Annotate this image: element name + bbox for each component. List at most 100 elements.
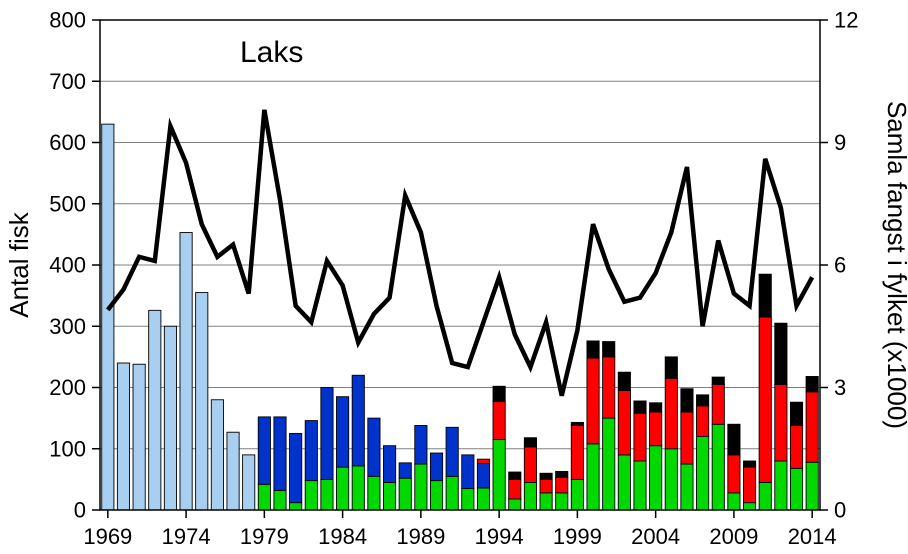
y-right-tick-label: 3: [834, 375, 846, 400]
bar: [681, 464, 693, 510]
bar: [790, 425, 802, 468]
bar: [665, 449, 677, 510]
bar: [697, 437, 709, 511]
y-left-axis-label: Antal fisk: [4, 211, 34, 317]
bar: [603, 357, 615, 418]
bar: [368, 418, 380, 476]
bar: [102, 124, 114, 510]
bar: [477, 459, 489, 463]
y-right-tick-label: 0: [834, 498, 846, 523]
bar: [806, 376, 818, 391]
bar: [728, 493, 740, 510]
bar: [509, 499, 521, 510]
bar: [337, 467, 349, 510]
bar: [618, 455, 630, 510]
bar: [290, 503, 302, 510]
y-right-tick-label: 9: [834, 130, 846, 155]
bar: [509, 479, 521, 499]
x-tick-label: 2004: [631, 524, 680, 549]
bar: [571, 422, 583, 425]
bar: [493, 440, 505, 510]
bar: [274, 490, 286, 510]
bar: [383, 482, 395, 510]
bar: [383, 446, 395, 483]
bar: [180, 233, 192, 510]
bar: [462, 489, 474, 510]
bar: [368, 476, 380, 510]
bar: [196, 293, 208, 510]
bar: [493, 402, 505, 440]
bar: [399, 463, 411, 478]
x-tick-label: 1994: [475, 524, 524, 549]
y-left-tick-label: 200: [49, 375, 86, 400]
bar: [759, 482, 771, 510]
bar: [728, 455, 740, 493]
bar: [477, 463, 489, 488]
bar: [775, 384, 787, 461]
bar: [634, 461, 646, 510]
bar: [728, 424, 740, 455]
bar: [477, 488, 489, 510]
y-left-tick-label: 400: [49, 253, 86, 278]
bar: [712, 377, 724, 384]
bar: [305, 481, 317, 510]
x-tick-label: 1984: [318, 524, 367, 549]
bar: [634, 413, 646, 461]
x-tick-label: 2014: [788, 524, 837, 549]
bar: [618, 372, 630, 390]
bar: [759, 274, 771, 317]
bar: [133, 364, 145, 510]
bar: [337, 397, 349, 467]
bar: [759, 317, 771, 482]
bar: [571, 479, 583, 510]
bar: [415, 464, 427, 510]
bar: [790, 468, 802, 510]
x-tick-label: 1979: [240, 524, 289, 549]
bar: [665, 378, 677, 448]
bar: [430, 453, 442, 481]
bar: [634, 401, 646, 413]
x-tick-label: 1999: [553, 524, 602, 549]
bar: [149, 310, 161, 510]
y-left-tick-label: 500: [49, 191, 86, 216]
bar: [258, 417, 270, 484]
bar: [790, 402, 802, 425]
bar: [164, 326, 176, 510]
bar: [493, 386, 505, 401]
bar: [743, 467, 755, 503]
bar: [681, 389, 693, 412]
x-tick-label: 2009: [709, 524, 758, 549]
bar: [712, 424, 724, 510]
y-right-axis-label: Samla fangst i fylket (x1000): [882, 101, 908, 429]
y-left-tick-label: 700: [49, 69, 86, 94]
bar: [274, 417, 286, 491]
bar: [743, 461, 755, 467]
y-right-tick-label: 12: [834, 8, 858, 33]
bar: [211, 400, 223, 510]
bar: [697, 406, 709, 437]
laks-chart: 1969197419791984198919941999200420092014…: [0, 0, 908, 554]
bar: [352, 375, 364, 466]
bar: [806, 392, 818, 462]
bar: [556, 478, 568, 493]
bar: [462, 455, 474, 489]
bar: [305, 421, 317, 481]
bar: [524, 482, 536, 510]
bar: [321, 479, 333, 510]
bar: [571, 425, 583, 479]
bar: [650, 403, 662, 412]
y-left-tick-label: 300: [49, 314, 86, 339]
bar: [806, 462, 818, 510]
bar: [446, 476, 458, 510]
chart-title: Laks: [240, 36, 303, 69]
bar: [556, 471, 568, 477]
y-right-tick-label: 6: [834, 253, 846, 278]
x-tick-label: 1974: [162, 524, 211, 549]
bar: [603, 418, 615, 510]
bar: [430, 481, 442, 510]
x-tick-label: 1989: [396, 524, 445, 549]
bar: [227, 432, 239, 510]
bar: [509, 472, 521, 479]
bar: [618, 391, 630, 455]
bar: [650, 412, 662, 446]
